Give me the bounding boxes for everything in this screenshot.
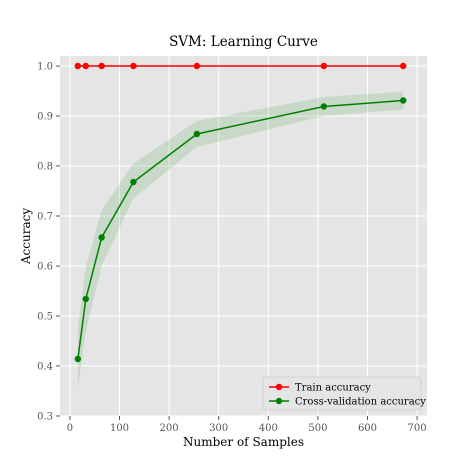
legend-swatch-marker [275,383,283,391]
data-point [399,97,407,104]
data-point [98,62,105,70]
y-tick-label: 0.6 [37,262,53,273]
data-point [74,62,82,70]
y-tick-label: 0.7 [37,212,53,223]
x-axis-label: Number of Samples [183,435,304,449]
legend-swatch-marker [275,397,283,405]
confidence-band [77,91,404,389]
y-axis-label: Accuracy [19,208,33,265]
data-point [130,62,137,70]
y-tick-label: 0.9 [37,112,53,123]
y-tick-label: 1.0 [37,62,53,73]
legend: Train accuracy Cross-validation accuracy [262,376,426,411]
y-tick-label: 0.8 [37,162,53,173]
data-point [320,103,328,110]
data-point [130,178,137,186]
x-tick-label: 200 [160,423,179,434]
x-tick-label: 100 [110,423,129,434]
legend-label: Train accuracy [295,383,371,394]
data-point [320,62,328,70]
x-tick-label: 400 [259,423,278,434]
legend-box [262,376,422,411]
axis-ticks: 0 100 200 300 400 500 600 700 0.3 0.4 0.5 0.6 0.7 0.8… [37,62,427,435]
data-point [193,62,201,70]
data-point [82,295,89,303]
y-tick-label: 0.5 [37,312,53,323]
chart-title: SVM: Learning Curve [169,34,318,50]
data-point [82,62,89,70]
x-tick-label: 0 [67,423,73,434]
x-tick-label: 300 [209,423,228,434]
x-tick-label: 700 [408,423,427,434]
series-points [74,62,407,363]
legend-label: Cross-validation accuracy [295,397,426,408]
data-point [399,62,407,70]
y-tick-label: 0.4 [37,362,53,373]
x-tick-label: 600 [358,423,377,434]
y-tick-label: 0.3 [37,412,53,423]
grid [60,56,427,417]
data-point [98,234,105,241]
confidence-bands [77,91,404,389]
data-point [193,130,201,138]
data-point [74,355,82,363]
x-tick-label: 500 [308,423,327,434]
